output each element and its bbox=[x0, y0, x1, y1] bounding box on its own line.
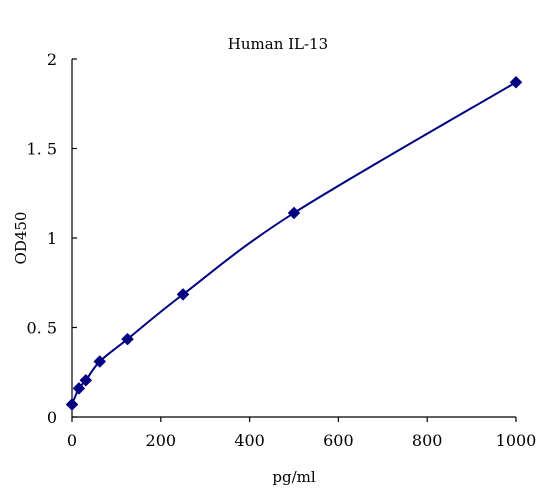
y-tick-label-0: 0 bbox=[47, 408, 57, 427]
data-point-3 bbox=[93, 355, 107, 368]
data-point-7 bbox=[509, 75, 523, 89]
data-point-4 bbox=[121, 332, 134, 346]
chart-title: Human IL-13 bbox=[228, 35, 328, 53]
x-tick-label-5: 1000 bbox=[496, 431, 537, 450]
axes bbox=[71, 59, 516, 418]
x-tick-label-4: 800 bbox=[412, 431, 443, 450]
data-markers bbox=[65, 75, 523, 411]
y-axis-label: OD450 bbox=[12, 212, 30, 265]
y-ticks: 0 0. 5 1 1. 5 2 bbox=[26, 50, 77, 427]
x-tick-label-2: 400 bbox=[234, 431, 265, 450]
x-ticks: 0 200 400 600 800 1000 bbox=[67, 417, 536, 450]
data-point-5 bbox=[176, 288, 190, 301]
y-tick-label-1: 0. 5 bbox=[26, 319, 57, 338]
x-axis-label: pg/ml bbox=[272, 468, 315, 486]
x-tick-label-0: 0 bbox=[67, 431, 77, 450]
y-tick-label-2: 1 bbox=[47, 229, 57, 248]
data-point-2 bbox=[79, 373, 93, 387]
data-point-1 bbox=[72, 382, 86, 395]
data-point-6 bbox=[287, 206, 301, 220]
x-tick-label-3: 600 bbox=[323, 431, 354, 450]
y-tick-label-3: 1. 5 bbox=[26, 140, 57, 159]
x-tick-label-1: 200 bbox=[146, 431, 177, 450]
series-curve bbox=[71, 81, 517, 405]
y-tick-label-4: 2 bbox=[47, 50, 57, 69]
data-point-0 bbox=[65, 398, 79, 411]
